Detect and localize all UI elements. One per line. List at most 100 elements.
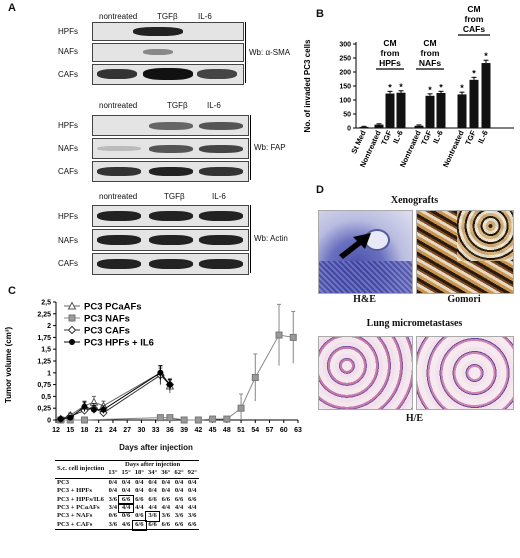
legend-label: PC3 NAFs [84,314,130,325]
legend-marker [68,314,76,322]
table-day-header: 18° [134,469,144,477]
table-cell: 6/6 [161,520,171,528]
table-cell: 0/4 [188,487,197,495]
blot3-strip-nafs [92,229,249,251]
table-cell: 3/6 [108,520,118,528]
group-label-0: CM from HPFs [379,38,401,68]
table-cell: 6/6 [188,520,197,528]
legend-label: PC3 PCaAFs [84,302,142,313]
table-cell: 0/4 [161,487,171,495]
table-row-name: PC3 + HPFs/IL6 [57,495,104,503]
panel-c-xtick-label: 54 [251,427,259,434]
panel-c-xtick-label: 45 [209,427,217,434]
table-cell: 0/4 [121,478,131,486]
blot1-strip-cafs [92,64,244,85]
table-cell: 3/6 [161,512,171,520]
table-row: PC3 + CAFs 3/6 4/6 6/6 6/6 6/6 6/6 6/6 [55,519,199,531]
cond3-tgfb: TGFβ [164,192,185,201]
bar-category-label: TGF [463,129,478,147]
panel-c-ytick-label: 2 [47,323,51,330]
blot3-strip-hpfs [92,205,249,227]
table-cell: 0/4 [135,487,144,495]
panel-b-ytick-label: 100 [339,98,351,105]
table-cell: 6/6 [161,495,171,503]
blot2-row-hpfs: HPFs [58,121,78,130]
panel-c-xtick-label: 63 [294,427,302,434]
bar-8 [469,79,479,128]
series-point [194,416,202,424]
blot2-row-nafs: NAFs [58,144,78,153]
series-point [251,374,259,382]
panel-a-label: A [8,2,16,14]
table-row-name: PC3 + HPFs [57,487,92,495]
blot2-wb-label: Wb: FAP [254,143,286,152]
panel-c-label: C [8,285,16,297]
table-row: PC3 0/4 0/4 0/4 0/4 0/4 0/4 0/4 [55,478,199,487]
group-label-2: CM from CAFs [463,4,485,34]
panel-c-line-chart: Tumor volume (cm³) 0 0,25 0,5 0,75 1 1,25 1,5 1,… [4,300,302,435]
bar-category-label: IL-6 [391,129,405,145]
table-row: PC3 + HPFs 0/4 0/4 0/4 0/4 0/4 0/4 0/4 [55,487,199,495]
bar-2 [385,93,395,128]
xenografts-title: Xenografts [390,195,439,206]
panel-c-ytick-label: 0,75 [37,382,51,389]
cond2-il6: IL-6 [207,101,221,110]
table-head-injection: S.c. cell injection [55,460,107,479]
blot1-row-cafs: CAFs [58,70,78,79]
panel-c-xtick-label: 60 [280,427,288,434]
group-label-1: CM from NAFs [419,38,441,68]
table-day-header: 13° [108,469,118,477]
table-cell: 3/6 [188,512,197,520]
cond2-nontreated: nontreated [99,101,138,110]
table-cell: 6/6 [131,519,147,531]
cond-il6: IL-6 [198,12,212,21]
he2-label: H/E [405,413,424,424]
table-cell: 0/4 [121,487,131,495]
lung-image-1 [318,336,413,410]
table-cell: 6/6 [148,520,157,528]
table-cell: 6/6 [174,495,184,503]
table-cell: 4/4 [135,504,144,512]
blot3-row-cafs: CAFs [58,259,78,268]
table-day-header: 92° [187,469,197,477]
table-row-name: PC3 + NAFs [57,512,93,520]
blot1-row-nafs: NAFs [58,47,78,56]
table-head-days: Days after injection [124,461,181,468]
bar-category-label: IL-6 [476,129,490,145]
series-3 [57,365,173,423]
panel-b-ytick-label: 200 [339,70,351,77]
bar-category-label: IL-6 [431,129,445,145]
series-point [67,414,74,421]
bar-7 [457,94,467,128]
table-cell: 4/4 [118,502,134,514]
panel-c-xtick-label: 15 [66,427,74,434]
panel-c-xtick-label: 51 [237,427,245,434]
panel-c-ytick-label: 2,25 [37,311,51,318]
series-point [223,415,231,423]
bar-star: * [439,82,443,92]
table-cell: 4/4 [148,504,157,512]
bar-0 [359,126,369,128]
panel-b-ylabel: No. of invaded PC3 cells [303,39,312,132]
he-xenograft-image [318,210,413,294]
bar-5 [425,95,435,128]
table-cell: 0/4 [174,487,184,495]
panel-c-xtick-label: 27 [123,427,131,434]
bar-star: * [388,82,392,92]
bar-1 [374,124,384,128]
series-point [275,331,283,339]
bar-3 [396,92,406,128]
bar-9 [481,63,491,128]
table-cell: 6/6 [135,495,144,503]
gomori-label: Gomori [447,294,481,305]
table-cell: 6/6 [174,520,184,528]
cond3-il6: IL-6 [212,192,226,201]
panel-c-xtick-label: 33 [152,427,160,434]
panel-b-bar-chart: No. of invaded PC3 cells 0 50 100 150 200 250 3… [303,4,514,169]
table-cell: 3/6 [144,511,161,522]
panel-c-xtick-label: 39 [180,427,188,434]
panel-b-ytick-label: 150 [339,84,351,91]
blot3-row-nafs: NAFs [58,236,78,245]
bar-star: * [472,68,476,78]
bar-star: * [484,51,488,61]
